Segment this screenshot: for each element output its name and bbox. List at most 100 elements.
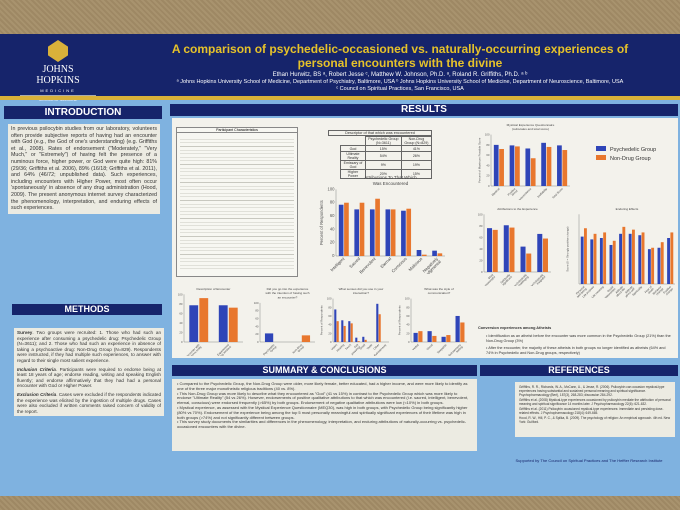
methods-text: Survey. Two groups were recruited: 1. Th… bbox=[14, 328, 164, 417]
y-tick-label: 40 bbox=[406, 323, 410, 327]
legend-item-psychedelic: Psychedelic Group bbox=[596, 146, 656, 155]
bar-psychedelic bbox=[427, 331, 432, 342]
conversion-bullet: • After the encounter, the majority of t… bbox=[486, 346, 666, 356]
row-label: Emissary of God bbox=[340, 160, 366, 170]
chart-description-encounter: Description of Encounter 0 20 40 60 80 100 Enco… bbox=[178, 287, 243, 356]
bar-psychedelic bbox=[509, 145, 515, 186]
logo-name: JOHNS HOPKINS bbox=[36, 64, 80, 86]
bar-nondrug bbox=[228, 307, 238, 342]
poster-header: JOHNS HOPKINS MEDICINE SCHOOL OF MEDICIN… bbox=[0, 34, 680, 102]
title-line-1: A comparison of psychedelic-occasioned v… bbox=[171, 42, 629, 56]
y-tick-label: 40 bbox=[486, 163, 490, 167]
bar-psychedelic bbox=[638, 235, 642, 284]
bar-psychedelic bbox=[416, 250, 422, 256]
y-tick-label: 60 bbox=[479, 235, 483, 239]
legend-label: Psychedelic Group bbox=[610, 147, 657, 153]
y-tick-label: 60 bbox=[179, 311, 183, 315]
bar-nondrug bbox=[526, 253, 532, 272]
poster-title: A comparison of psychedelic-occasioned v… bbox=[120, 42, 680, 70]
bar-psychedelic bbox=[609, 244, 613, 284]
shield-icon bbox=[48, 40, 68, 62]
bar-nondrug bbox=[631, 229, 635, 284]
x-tick-label: PsychedelicGroup bbox=[262, 342, 278, 356]
y-tick-label: 0 bbox=[481, 270, 483, 274]
cell: 54% bbox=[364, 151, 402, 161]
x-tick-label: Experiencedsomething sentient bbox=[211, 343, 233, 356]
y-tick-label: 80 bbox=[328, 305, 332, 309]
reference-item: Hood, R. W., Hill, P. C., & Spilka, B. (… bbox=[519, 416, 671, 424]
bar-psychedelic bbox=[487, 228, 493, 272]
references-list: Griffiths, R. R., Richards, W. A., McCan… bbox=[515, 382, 675, 437]
y-tick-label: 0 bbox=[332, 253, 335, 258]
bar-nondrug bbox=[364, 339, 367, 342]
y-tick-label: 20 bbox=[330, 240, 335, 245]
chart-communication: What was the style of communication? Perce… bbox=[398, 287, 467, 356]
legend-label: Non-Drug Group bbox=[610, 156, 651, 162]
cell: 19% bbox=[400, 160, 433, 170]
bar-nondrug bbox=[301, 335, 311, 342]
bar-psychedelic bbox=[432, 250, 437, 256]
bar-psychedelic bbox=[441, 336, 446, 342]
chart-meq: Mystical Experience Questionnaire (subsca… bbox=[478, 123, 570, 200]
y-tick-label: 0 bbox=[488, 184, 490, 188]
x-tick-label: Conscious bbox=[390, 256, 407, 273]
y-tick-label: 80 bbox=[255, 309, 259, 313]
y-tick-label: 80 bbox=[486, 143, 490, 147]
exclusion-label: Exclusion Criteria bbox=[17, 391, 57, 397]
bar-nondrug bbox=[603, 232, 607, 284]
x-tick-label: Fear ofdeath bbox=[644, 285, 655, 296]
support-note: Supported by The Council on Spiritual Pr… bbox=[515, 458, 663, 463]
bar-psychedelic bbox=[667, 237, 671, 284]
x-tick-label: NegativelyJudgmental bbox=[420, 256, 442, 274]
bar-nondrug bbox=[378, 314, 381, 342]
bar-nondrug bbox=[509, 227, 515, 272]
y-tick-label: 60 bbox=[330, 213, 335, 218]
summary-bullet: • This Non-Drug Group was more likely to… bbox=[177, 390, 469, 406]
bar-nondrug bbox=[437, 253, 443, 256]
chart-title: Did you go into the experience with the i… bbox=[265, 287, 309, 300]
y-tick-label: 100 bbox=[178, 292, 183, 296]
bar-nondrug bbox=[530, 158, 536, 186]
y-tick-label: 60 bbox=[406, 314, 410, 318]
title-line-2: personal encounters with the divine bbox=[297, 56, 503, 70]
x-tick-label: Non-DrugGroup bbox=[292, 343, 306, 356]
x-tick-label: Benevolent bbox=[358, 256, 377, 274]
chart-title: Mystical Experience Questionnaire (subsca… bbox=[507, 123, 555, 131]
bar-nondrug bbox=[390, 209, 396, 256]
x-tick-label: Attitudeabout life bbox=[613, 285, 626, 298]
chart-title: Attributions To That Which Was Encountere… bbox=[364, 175, 417, 186]
gold-divider bbox=[0, 96, 680, 100]
results-heading: RESULTS bbox=[170, 104, 678, 116]
bar-nondrug bbox=[432, 335, 437, 342]
methods-heading: METHODS bbox=[12, 304, 162, 315]
x-tick-label: Feltpresence bbox=[348, 343, 361, 356]
y-tick-label: 60 bbox=[328, 314, 332, 318]
x-tick-label: Intelligent bbox=[329, 256, 346, 273]
survey-label: Survey bbox=[17, 330, 33, 335]
survey-text: . Two groups were recruited: 1. Those wh… bbox=[17, 330, 161, 363]
bar-psychedelic bbox=[401, 210, 406, 256]
reference-item: Griffiths et al. (2011) Psilocybin occas… bbox=[519, 407, 664, 415]
chart-title: Enduring Effects bbox=[616, 207, 639, 211]
cell: 15% bbox=[400, 169, 433, 179]
bar-psychedelic bbox=[619, 233, 623, 284]
bar-nondrug bbox=[406, 208, 412, 256]
bar-nondrug bbox=[460, 322, 465, 342]
bar-psychedelic bbox=[657, 247, 661, 284]
bar-psychedelic bbox=[628, 233, 632, 284]
x-tick-label: Hearing bbox=[335, 343, 345, 353]
bar-psychedelic bbox=[580, 236, 584, 284]
authors: Ethan Hurwitz, BS ᵃ, Robert Jesse ᶜ, Mat… bbox=[120, 72, 680, 93]
bar-nondrug bbox=[583, 228, 587, 284]
summary-bullet: • Mystical experience, as assessed with … bbox=[177, 404, 468, 420]
x-tick-label: Psychologicallyinsightful bbox=[528, 272, 547, 286]
legend-item-nondrug: Non-Drug Group bbox=[596, 155, 656, 164]
y-tick-label: 0 bbox=[181, 340, 183, 344]
y-tick-label: 40 bbox=[330, 226, 335, 231]
bar-psychedelic bbox=[455, 315, 460, 342]
bar-psychedelic bbox=[599, 237, 603, 284]
jhu-logo: JOHNS HOPKINS MEDICINE SCHOOL OF MEDICIN… bbox=[20, 40, 96, 102]
bar-psychedelic bbox=[525, 148, 531, 186]
bar-psychedelic bbox=[557, 145, 562, 186]
summary-text: • Compared to the Psychedelic Group, the… bbox=[172, 379, 477, 451]
